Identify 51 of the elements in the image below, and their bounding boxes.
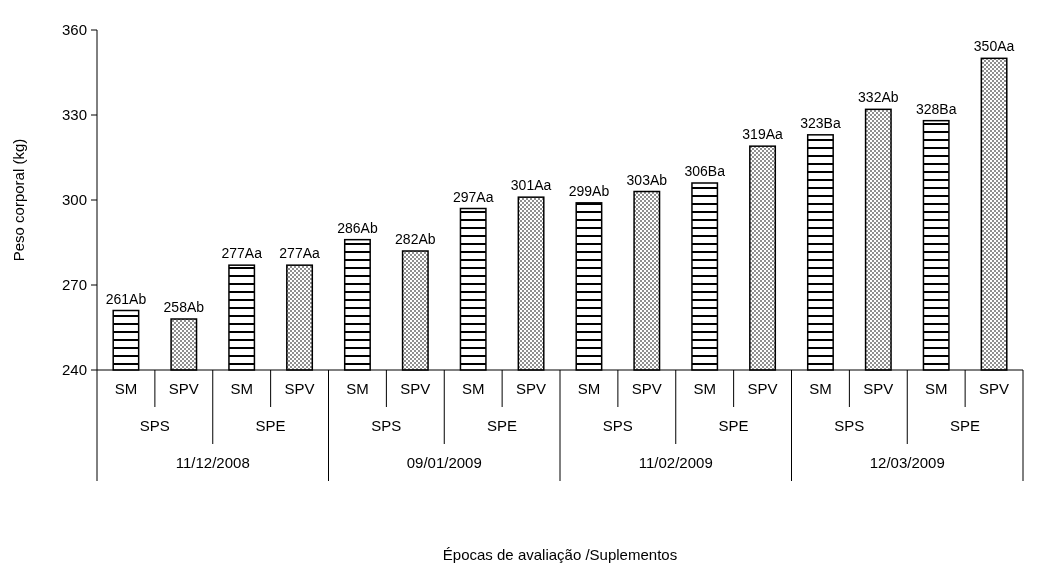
text: 11/12/2008 <box>175 453 250 471</box>
x-tick-label: SPV <box>284 379 315 397</box>
data-label: 306Ba <box>684 163 726 179</box>
data-label: 282Ab <box>395 231 436 247</box>
y-axis-title: Peso corporal (kg) <box>10 138 27 262</box>
data-label: 261Ab <box>105 290 147 307</box>
y-tick-label: 240 <box>61 361 87 379</box>
text: SPE <box>487 416 518 434</box>
data-label: 332Ab <box>858 89 899 106</box>
x-tick-label: SM <box>924 379 948 397</box>
data-label: 301Aa <box>510 177 552 194</box>
y-tick-label: 360 <box>61 21 87 39</box>
data-label: 258Ab <box>163 299 205 315</box>
x-tick-label: SM <box>230 379 253 397</box>
text: SPE <box>718 416 749 434</box>
x-tick-label: SPV <box>979 379 1010 397</box>
text: SPS <box>371 416 402 434</box>
text: SPS <box>602 416 633 434</box>
y-tick-label: 330 <box>61 106 87 124</box>
x-tick-label: SPV <box>863 379 894 397</box>
data-label: 286Ab <box>337 219 378 236</box>
data-label: 277Aa <box>279 245 321 262</box>
text: SPE <box>255 416 286 434</box>
y-tick-label: 300 <box>61 191 87 209</box>
data-label: 350Aa <box>973 38 1015 55</box>
x-tick-label: SM <box>114 379 138 397</box>
x-tick-label: SM <box>809 379 832 397</box>
x-tick-label: SPV <box>400 379 431 397</box>
x-tick-label: SPV <box>747 379 778 397</box>
data-label: 328Ba <box>915 100 957 117</box>
y-tick-label: 270 <box>61 276 87 294</box>
data-label: 303Ab <box>626 171 668 188</box>
data-label: 319Aa <box>742 126 784 143</box>
text: SPS <box>139 416 170 434</box>
x-tick-label: SPV <box>631 379 662 397</box>
text: 12/03/2009 <box>869 453 945 471</box>
text: SPE <box>950 416 981 434</box>
x-tick-label: SM <box>693 379 716 397</box>
x-tick-label: SM <box>346 379 369 397</box>
data-label: 323Ba <box>800 114 841 131</box>
data-label: 299Ab <box>568 182 610 199</box>
x-tick-label: SM <box>577 379 601 397</box>
x-tick-label: SPV <box>168 379 199 397</box>
text: SPS <box>834 416 865 434</box>
text: 11/02/2009 <box>638 453 713 471</box>
x-tick-label: SPV <box>516 379 547 397</box>
text: Épocas de avaliação /Suplementos <box>442 546 678 563</box>
data-label: 297Aa <box>452 188 494 205</box>
x-tick-label: SM <box>461 379 485 397</box>
data-label: 277Aa <box>221 245 263 262</box>
text: 09/01/2009 <box>406 453 482 471</box>
